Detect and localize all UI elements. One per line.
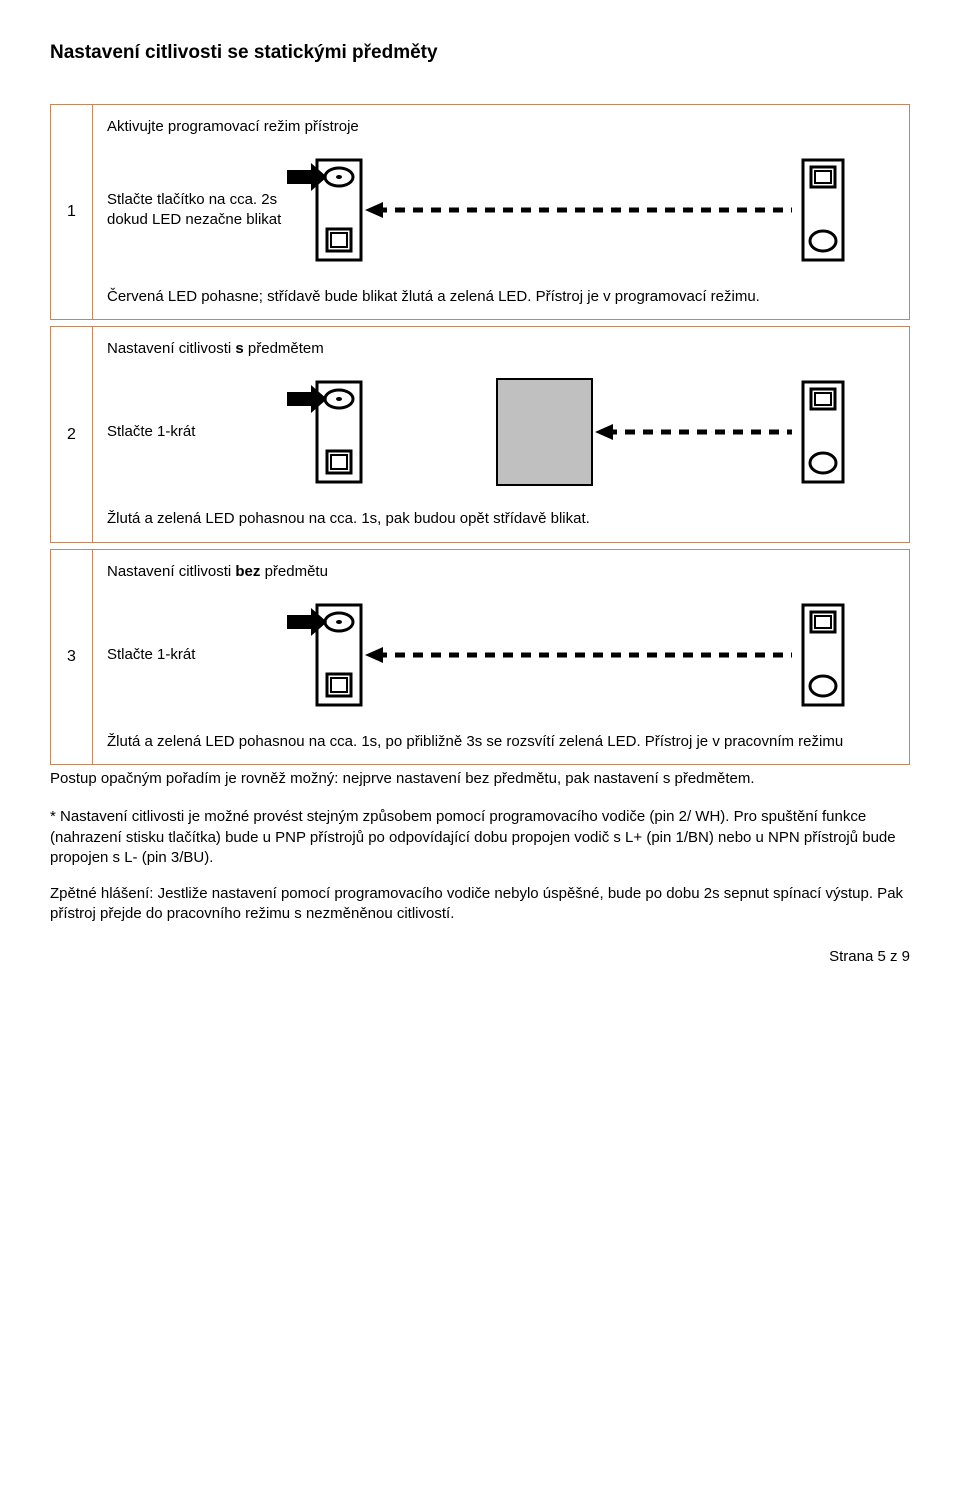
step-2-number: 2 [51,327,93,542]
step-2-diagram [287,377,895,487]
step-3-diagram [287,600,895,710]
step-2-intro: Nastavení citlivosti s předmětem [107,339,895,359]
page-footer: Strana 5 z 9 [50,947,910,967]
step-1-diagram [287,155,895,265]
step-1-action: Stlačte tlačítko na cca. 2s dokud LED ne… [107,190,287,231]
step-1: 1 Aktivujte programovací režim přístroje… [50,104,910,321]
step-3-number: 3 [51,550,93,765]
step-3: 3 Nastavení citlivosti bez předmětu Stla… [50,549,910,766]
step-2-note: Žlutá a zelená LED pohasnou na cca. 1s, … [107,509,895,529]
reverse-order-note: Postup opačným pořadím je rovněž možný: … [50,769,910,789]
step-3-note: Žlutá a zelená LED pohasnou na cca. 1s, … [107,732,895,752]
step-2-action: Stlačte 1-krát [107,422,287,442]
step-1-number: 1 [51,105,93,320]
step-3-action: Stlačte 1-krát [107,645,287,665]
step-2: 2 Nastavení citlivosti s předmětem Stlač… [50,326,910,543]
step-1-intro: Aktivujte programovací režim přístroje [107,117,895,137]
footnote-feedback: Zpětné hlášení: Jestliže nastavení pomoc… [50,884,910,925]
step-1-note: Červená LED pohasne; střídavě bude blika… [107,287,895,307]
footnote-wiring: * Nastavení citlivosti je možné provést … [50,807,910,868]
step-3-intro: Nastavení citlivosti bez předmětu [107,562,895,582]
page-title: Nastavení citlivosti se statickými předm… [50,40,910,66]
